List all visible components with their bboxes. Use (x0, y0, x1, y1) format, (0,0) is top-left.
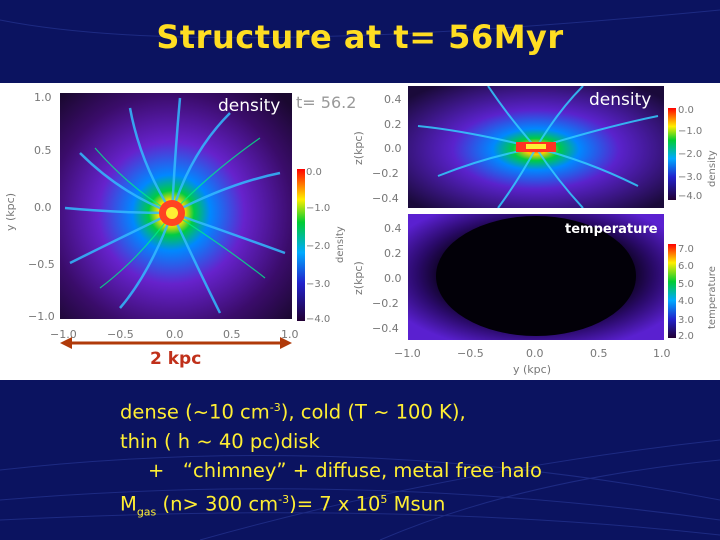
time-readout: t= 56.2 (296, 93, 357, 112)
top-right-plot-label: density (589, 90, 652, 110)
colorbar-label: temperature (707, 266, 718, 329)
y-tick: −0.2 (372, 167, 399, 180)
left-plot-label: density (218, 96, 281, 116)
x-tick: 1.0 (653, 347, 671, 360)
y-tick: 0.2 (384, 118, 402, 131)
figure-panel: density t= 56.2 1.0 0.5 0.0 −0.5 −1.0 y … (0, 83, 720, 380)
colorbar-tick: 3.0 (678, 315, 694, 326)
colorbar-tick: −1.0 (678, 126, 703, 137)
y-tick: −0.2 (372, 297, 399, 310)
colorbar-tick: −4.0 (306, 314, 331, 325)
x-tick: −0.5 (457, 347, 484, 360)
colorbar-tick: 0.0 (306, 167, 322, 178)
colorbar-tick: 6.0 (678, 261, 694, 272)
y-tick: 0.4 (384, 222, 402, 235)
y-axis-label: y (kpc) (4, 193, 17, 231)
x-tick: 1.0 (281, 328, 299, 341)
colorbar-tick: 7.0 (678, 244, 694, 255)
x-tick: 0.5 (223, 328, 241, 341)
summary-text: dense (~10 cm-3), cold (T ~ 100 K), thin… (120, 393, 542, 526)
y-axis-label: z(kpc) (352, 131, 365, 165)
bottom-right-plot-label: temperature (565, 222, 658, 237)
density-map-top-right (408, 86, 664, 208)
colorbar-tick: 4.0 (678, 296, 694, 307)
x-tick: −0.5 (107, 328, 134, 341)
y-tick: −0.4 (372, 192, 399, 205)
temperature-map-bottom-right (408, 214, 664, 340)
colorbar-tick: 0.0 (678, 105, 694, 116)
y-tick: −1.0 (28, 310, 55, 323)
x-axis-label: y (kpc) (513, 363, 551, 376)
y-tick: 0.0 (384, 272, 402, 285)
y-tick: 0.5 (34, 144, 52, 157)
summary-line-4: Mgas (n> 300 cm-3)= 7 x 105 Msun (120, 492, 446, 518)
colorbar-tick: −2.0 (678, 149, 703, 160)
top-right-colorbar (668, 108, 676, 200)
x-tick: −1.0 (50, 328, 77, 341)
colorbar-label: density (707, 150, 718, 187)
colorbar-tick: 2.0 (678, 331, 694, 342)
colorbar-tick: 5.0 (678, 279, 694, 290)
summary-line-1: dense (~10 cm-3), cold (T ~ 100 K), (120, 400, 466, 424)
x-tick: −1.0 (394, 347, 421, 360)
y-axis-label: z(kpc) (352, 261, 365, 295)
left-colorbar (297, 169, 305, 321)
x-tick: 0.5 (590, 347, 608, 360)
colorbar-tick: −3.0 (306, 279, 331, 290)
x-tick: 0.0 (166, 328, 184, 341)
colorbar-tick: −3.0 (678, 172, 703, 183)
y-tick: 0.4 (384, 93, 402, 106)
slide-title: Structure at t= 56Myr (156, 18, 564, 56)
summary-line-2: thin ( h ~ 40 pc)disk (120, 429, 320, 453)
y-tick: 0.0 (34, 201, 52, 214)
scale-label: 2 kpc (150, 349, 202, 369)
y-tick: −0.4 (372, 322, 399, 335)
x-tick: 0.0 (526, 347, 544, 360)
colorbar-tick: −2.0 (306, 241, 331, 252)
scale-arrow (60, 337, 292, 349)
summary-line-3: + “chimney” + diffuse, metal free halo (148, 458, 542, 482)
y-tick: 0.0 (384, 142, 402, 155)
colorbar-label: density (335, 226, 346, 263)
colorbar-tick: −4.0 (678, 191, 703, 202)
y-tick: 0.2 (384, 247, 402, 260)
y-tick: 1.0 (34, 91, 52, 104)
density-map-left (60, 93, 292, 319)
y-tick: −0.5 (28, 258, 55, 271)
colorbar-tick: −1.0 (306, 203, 331, 214)
temperature-colorbar (668, 244, 676, 338)
